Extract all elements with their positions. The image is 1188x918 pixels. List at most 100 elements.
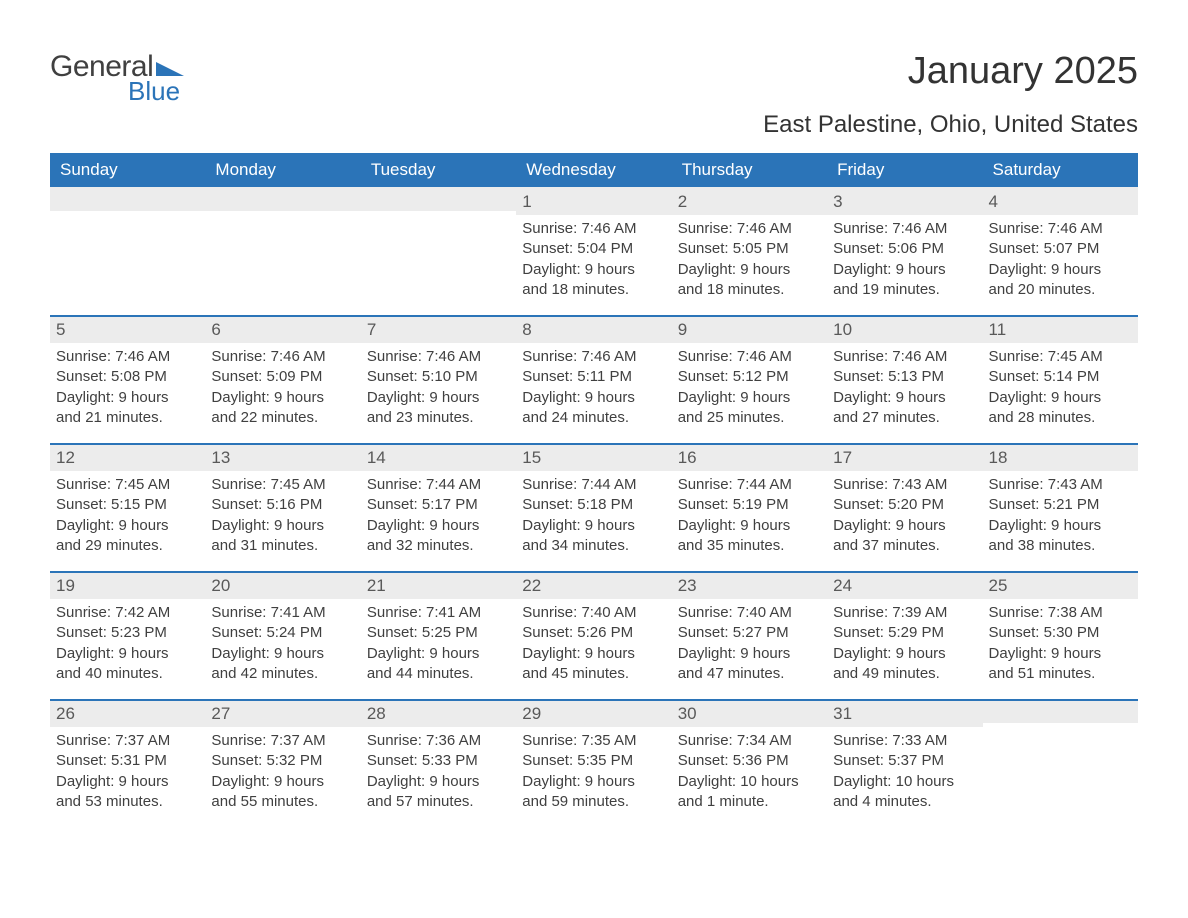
day-d2-line: and 18 minutes. [522,280,665,300]
day-sunrise-line: Sunrise: 7:45 AM [989,347,1132,367]
day-details: Sunrise: 7:44 AMSunset: 5:17 PMDaylight:… [361,471,516,568]
day-details: Sunrise: 7:43 AMSunset: 5:21 PMDaylight:… [983,471,1138,568]
day-details: Sunrise: 7:46 AMSunset: 5:07 PMDaylight:… [983,215,1138,312]
day-d1-line: Daylight: 9 hours [367,644,510,664]
day-sunset-line: Sunset: 5:11 PM [522,367,665,387]
day-sunset-line: Sunset: 5:05 PM [678,239,821,259]
day-details: Sunrise: 7:46 AMSunset: 5:09 PMDaylight:… [205,343,360,440]
day-sunset-line: Sunset: 5:06 PM [833,239,976,259]
day-number: 13 [211,448,230,467]
day-d2-line: and 45 minutes. [522,664,665,684]
day-d1-line: Daylight: 9 hours [989,260,1132,280]
day-details: Sunrise: 7:37 AMSunset: 5:32 PMDaylight:… [205,727,360,824]
day-d1-line: Daylight: 9 hours [989,388,1132,408]
calendar-day-cell: 5Sunrise: 7:46 AMSunset: 5:08 PMDaylight… [50,315,205,443]
calendar-day-cell: 16Sunrise: 7:44 AMSunset: 5:19 PMDayligh… [672,443,827,571]
day-number-bar: 25 [983,571,1138,599]
calendar-day-cell: 25Sunrise: 7:38 AMSunset: 5:30 PMDayligh… [983,571,1138,699]
day-details: Sunrise: 7:46 AMSunset: 5:11 PMDaylight:… [516,343,671,440]
day-sunset-line: Sunset: 5:23 PM [56,623,199,643]
day-sunset-line: Sunset: 5:21 PM [989,495,1132,515]
day-d1-line: Daylight: 9 hours [833,260,976,280]
calendar-week-row: 5Sunrise: 7:46 AMSunset: 5:08 PMDaylight… [50,315,1138,443]
day-d1-line: Daylight: 9 hours [522,644,665,664]
day-number-bar: 9 [672,315,827,343]
empty-day-header [361,187,516,211]
calendar-week-row: 12Sunrise: 7:45 AMSunset: 5:15 PMDayligh… [50,443,1138,571]
day-number: 26 [56,704,75,723]
dow-tuesday: Tuesday [361,153,516,187]
day-number-bar: 4 [983,187,1138,215]
day-number-bar: 28 [361,699,516,727]
day-d1-line: Daylight: 9 hours [211,772,354,792]
calendar-day-cell: 26 Sunrise: 7:37 AMSunset: 5:31 PMDayligh… [50,699,205,827]
day-sunrise-line: Sunrise: 7:46 AM [522,219,665,239]
day-d1-line: Daylight: 9 hours [833,644,976,664]
day-details: Sunrise: 7:46 AMSunset: 5:04 PMDaylight:… [516,215,671,312]
day-number: 28 [367,704,386,723]
day-d2-line: and 32 minutes. [367,536,510,556]
day-d1-line: Daylight: 9 hours [367,516,510,536]
day-details: Sunrise: 7:39 AMSunset: 5:29 PMDaylight:… [827,599,982,696]
day-number-bar: 11 [983,315,1138,343]
dow-wednesday: Wednesday [516,153,671,187]
day-number: 22 [522,576,541,595]
day-sunset-line: Sunset: 5:31 PM [56,751,199,771]
day-sunset-line: Sunset: 5:09 PM [211,367,354,387]
day-sunset-line: Sunset: 5:36 PM [678,751,821,771]
day-sunrise-line: Sunrise: 7:46 AM [678,347,821,367]
day-number-bar: 26 [50,699,205,727]
day-details: Sunrise: 7:46 AMSunset: 5:06 PMDaylight:… [827,215,982,312]
day-d2-line: and 35 minutes. [678,536,821,556]
calendar-day-cell: 1Sunrise: 7:46 AMSunset: 5:04 PMDaylight… [516,187,671,315]
day-sunrise-line: Sunrise: 7:37 AM [211,731,354,751]
day-sunset-line: Sunset: 5:19 PM [678,495,821,515]
day-d2-line: and 44 minutes. [367,664,510,684]
calendar-day-cell: 28Sunrise: 7:36 AMSunset: 5:33 PMDayligh… [361,699,516,827]
day-sunrise-line: Sunrise: 7:45 AM [56,475,199,495]
day-d1-line: Daylight: 9 hours [56,772,199,792]
day-number: 30 [678,704,697,723]
day-d2-line: and 47 minutes. [678,664,821,684]
dow-friday: Friday [827,153,982,187]
calendar-day-cell: 23Sunrise: 7:40 AMSunset: 5:27 PMDayligh… [672,571,827,699]
day-sunrise-line: Sunrise: 7:34 AM [678,731,821,751]
calendar-day-cell: 4Sunrise: 7:46 AMSunset: 5:07 PMDaylight… [983,187,1138,315]
day-d2-line: and 1 minute. [678,792,821,812]
day-details: Sunrise: 7:40 AMSunset: 5:26 PMDaylight:… [516,599,671,696]
calendar-week-row: 1Sunrise: 7:46 AMSunset: 5:04 PMDaylight… [50,187,1138,315]
day-sunrise-line: Sunrise: 7:37 AM [56,731,199,751]
day-number-bar: 24 [827,571,982,599]
calendar-day-cell: 3Sunrise: 7:46 AMSunset: 5:06 PMDaylight… [827,187,982,315]
day-sunrise-line: Sunrise: 7:35 AM [522,731,665,751]
day-number-bar: 16 [672,443,827,471]
day-details: Sunrise: 7:41 AMSunset: 5:24 PMDaylight:… [205,599,360,696]
calendar-day-cell: 18Sunrise: 7:43 AMSunset: 5:21 PMDayligh… [983,443,1138,571]
day-number: 20 [211,576,230,595]
day-d2-line: and 4 minutes. [833,792,976,812]
day-d1-line: Daylight: 9 hours [989,644,1132,664]
day-sunset-line: Sunset: 5:29 PM [833,623,976,643]
day-number: 8 [522,320,531,339]
day-of-week-header-row: Sunday Monday Tuesday Wednesday Thursday… [50,153,1138,187]
calendar-day-cell: 12Sunrise: 7:45 AMSunset: 5:15 PMDayligh… [50,443,205,571]
day-sunrise-line: Sunrise: 7:46 AM [367,347,510,367]
day-d2-line: and 51 minutes. [989,664,1132,684]
day-sunrise-line: Sunrise: 7:44 AM [522,475,665,495]
day-d1-line: Daylight: 9 hours [678,388,821,408]
day-sunrise-line: Sunrise: 7:40 AM [678,603,821,623]
day-d2-line: and 23 minutes. [367,408,510,428]
day-number-bar: 20 [205,571,360,599]
day-sunset-line: Sunset: 5:30 PM [989,623,1132,643]
day-d1-line: Daylight: 9 hours [678,260,821,280]
day-sunset-line: Sunset: 5:04 PM [522,239,665,259]
day-number: 6 [211,320,220,339]
day-sunset-line: Sunset: 5:20 PM [833,495,976,515]
day-number-bar: 18 [983,443,1138,471]
day-d2-line: and 20 minutes. [989,280,1132,300]
day-number: 31 [833,704,852,723]
day-sunrise-line: Sunrise: 7:43 AM [833,475,976,495]
calendar-day-cell: 6 Sunrise: 7:46 AMSunset: 5:09 PMDaylight… [205,315,360,443]
day-d1-line: Daylight: 9 hours [522,388,665,408]
day-sunset-line: Sunset: 5:26 PM [522,623,665,643]
